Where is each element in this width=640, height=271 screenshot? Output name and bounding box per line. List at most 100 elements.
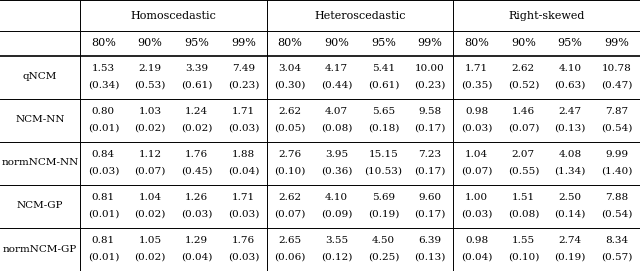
Text: Right-skewed: Right-skewed: [508, 11, 585, 21]
Text: 0.81: 0.81: [92, 193, 115, 202]
Text: (0.17): (0.17): [414, 167, 445, 176]
Text: (0.04): (0.04): [181, 253, 212, 262]
Text: (0.23): (0.23): [228, 80, 259, 89]
Text: 7.49: 7.49: [232, 64, 255, 73]
Text: (0.19): (0.19): [554, 253, 586, 262]
Text: 1.55: 1.55: [512, 236, 535, 245]
Text: 99%: 99%: [417, 38, 442, 48]
Text: (0.02): (0.02): [134, 253, 166, 262]
Text: 1.24: 1.24: [185, 107, 208, 116]
Text: 2.62: 2.62: [278, 193, 301, 202]
Text: (0.07): (0.07): [508, 124, 539, 133]
Text: (0.03): (0.03): [228, 124, 259, 133]
Text: qNCM: qNCM: [23, 72, 57, 81]
Text: (0.03): (0.03): [228, 253, 259, 262]
Text: (0.35): (0.35): [461, 80, 492, 89]
Text: (0.03): (0.03): [181, 210, 212, 219]
Text: 1.71: 1.71: [465, 64, 488, 73]
Text: (0.25): (0.25): [367, 253, 399, 262]
Text: (0.17): (0.17): [414, 210, 445, 219]
Text: 10.78: 10.78: [602, 64, 632, 73]
Text: (0.10): (0.10): [508, 253, 539, 262]
Text: (0.17): (0.17): [414, 124, 445, 133]
Text: (0.03): (0.03): [461, 210, 492, 219]
Text: (0.13): (0.13): [414, 253, 445, 262]
Text: 1.12: 1.12: [138, 150, 161, 159]
Text: 80%: 80%: [91, 38, 116, 48]
Text: 5.69: 5.69: [372, 193, 395, 202]
Text: (0.13): (0.13): [554, 124, 586, 133]
Text: (0.08): (0.08): [508, 210, 539, 219]
Text: (1.40): (1.40): [601, 167, 632, 176]
Text: (0.30): (0.30): [275, 80, 306, 89]
Text: 2.50: 2.50: [559, 193, 582, 202]
Text: 80%: 80%: [464, 38, 489, 48]
Text: 0.84: 0.84: [92, 150, 115, 159]
Text: (0.03): (0.03): [88, 167, 119, 176]
Text: 10.00: 10.00: [415, 64, 445, 73]
Text: (0.04): (0.04): [228, 167, 259, 176]
Text: (0.02): (0.02): [134, 124, 166, 133]
Text: 1.26: 1.26: [185, 193, 208, 202]
Text: 4.07: 4.07: [325, 107, 348, 116]
Text: (0.52): (0.52): [508, 80, 539, 89]
Text: 95%: 95%: [371, 38, 396, 48]
Text: 1.03: 1.03: [138, 107, 161, 116]
Text: NCM-NN: NCM-NN: [15, 115, 65, 124]
Text: (0.54): (0.54): [601, 124, 632, 133]
Text: 2.62: 2.62: [278, 107, 301, 116]
Text: 90%: 90%: [138, 38, 163, 48]
Text: 3.55: 3.55: [325, 236, 348, 245]
Text: 2.62: 2.62: [512, 64, 535, 73]
Text: 15.15: 15.15: [369, 150, 398, 159]
Text: 1.71: 1.71: [232, 107, 255, 116]
Text: 1.51: 1.51: [512, 193, 535, 202]
Text: 4.08: 4.08: [559, 150, 582, 159]
Text: 3.04: 3.04: [278, 64, 301, 73]
Text: (0.01): (0.01): [88, 253, 119, 262]
Text: 1.29: 1.29: [185, 236, 208, 245]
Text: 1.04: 1.04: [138, 193, 161, 202]
Text: 99%: 99%: [604, 38, 629, 48]
Text: 4.10: 4.10: [325, 193, 348, 202]
Text: (0.14): (0.14): [554, 210, 586, 219]
Text: 95%: 95%: [557, 38, 582, 48]
Text: Heteroscedastic: Heteroscedastic: [314, 11, 406, 21]
Text: normNCM-NN: normNCM-NN: [1, 158, 79, 167]
Text: 0.80: 0.80: [92, 107, 115, 116]
Text: (0.03): (0.03): [461, 124, 492, 133]
Text: (0.61): (0.61): [367, 80, 399, 89]
Text: Homoscedastic: Homoscedastic: [131, 11, 216, 21]
Text: (0.07): (0.07): [134, 167, 166, 176]
Text: 0.98: 0.98: [465, 107, 488, 116]
Text: 5.65: 5.65: [372, 107, 395, 116]
Text: (0.05): (0.05): [275, 124, 306, 133]
Text: normNCM-GP: normNCM-GP: [3, 244, 77, 254]
Text: 1.04: 1.04: [465, 150, 488, 159]
Text: (0.02): (0.02): [134, 210, 166, 219]
Text: 1.76: 1.76: [232, 236, 255, 245]
Text: 6.39: 6.39: [419, 236, 442, 245]
Text: (10.53): (10.53): [364, 167, 403, 176]
Text: 2.74: 2.74: [559, 236, 582, 245]
Text: (0.02): (0.02): [181, 124, 212, 133]
Text: (0.47): (0.47): [601, 80, 632, 89]
Text: 1.88: 1.88: [232, 150, 255, 159]
Text: 2.65: 2.65: [278, 236, 301, 245]
Text: (0.04): (0.04): [461, 253, 492, 262]
Text: (0.55): (0.55): [508, 167, 539, 176]
Text: (0.03): (0.03): [228, 210, 259, 219]
Text: (0.45): (0.45): [181, 167, 212, 176]
Text: 4.17: 4.17: [325, 64, 348, 73]
Text: 99%: 99%: [231, 38, 256, 48]
Text: (0.57): (0.57): [601, 253, 632, 262]
Text: (0.01): (0.01): [88, 210, 119, 219]
Text: (0.07): (0.07): [275, 210, 306, 219]
Text: (0.53): (0.53): [134, 80, 166, 89]
Text: 1.53: 1.53: [92, 64, 115, 73]
Text: 9.60: 9.60: [419, 193, 442, 202]
Text: (0.36): (0.36): [321, 167, 353, 176]
Text: 8.34: 8.34: [605, 236, 628, 245]
Text: (0.12): (0.12): [321, 253, 353, 262]
Text: (0.10): (0.10): [275, 167, 306, 176]
